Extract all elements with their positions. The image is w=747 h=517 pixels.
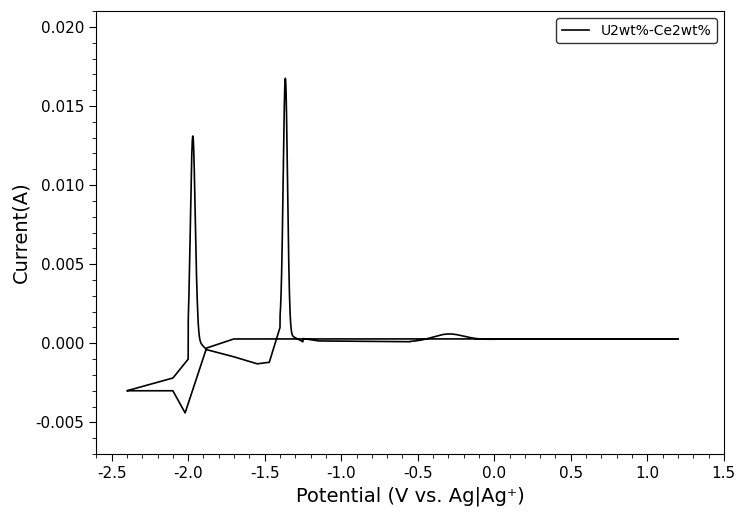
Legend: U2wt%-Ce2wt%: U2wt%-Ce2wt% (556, 18, 717, 43)
U2wt%-Ce2wt% (163, 388, 172, 394)
X-axis label: Potential (V vs. Ag|Ag⁺): Potential (V vs. Ag|Ag⁺) (296, 486, 524, 506)
U2wt%-Ce2wt% (126, 387, 135, 393)
Y-axis label: Current(A): Current(A) (11, 181, 30, 283)
U2wt%-Ce2wt% (674, 336, 683, 342)
U2wt%-Ce2wt% (674, 336, 683, 342)
U2wt%-Ce2wt% (200, 345, 209, 351)
U2wt%-Ce2wt% (372, 338, 381, 344)
U2wt%-Ce2wt% (163, 376, 172, 383)
U2wt%-Ce2wt% (281, 75, 290, 82)
U2wt%-Ce2wt% (181, 410, 190, 416)
Line: U2wt%-Ce2wt%: U2wt%-Ce2wt% (127, 79, 678, 413)
U2wt%-Ce2wt% (307, 337, 316, 343)
